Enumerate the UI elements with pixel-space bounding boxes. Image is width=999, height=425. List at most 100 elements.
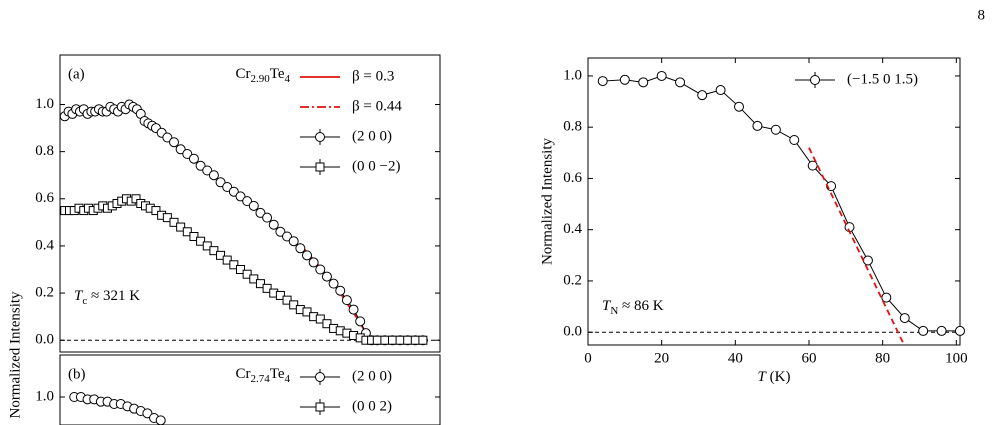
marker bbox=[807, 160, 818, 171]
marker bbox=[862, 255, 873, 266]
marker bbox=[262, 283, 272, 293]
marker bbox=[162, 213, 172, 223]
legend-label: β = 0.44 bbox=[352, 98, 402, 114]
text-part: Cr bbox=[235, 366, 250, 382]
marker bbox=[182, 149, 193, 159]
x-tick-label: 100 bbox=[945, 350, 968, 366]
marker bbox=[196, 236, 206, 246]
marker bbox=[289, 300, 299, 310]
y-axis-label: Normalized Intensity bbox=[7, 291, 23, 419]
marker bbox=[355, 316, 366, 327]
marker bbox=[209, 246, 219, 256]
marker bbox=[315, 132, 325, 142]
marker bbox=[321, 271, 332, 282]
chart-title: Cr2.74Te4 bbox=[235, 366, 290, 384]
y-tick-label: 0.8 bbox=[35, 143, 54, 159]
y-tick-label: 0.0 bbox=[563, 324, 582, 340]
marker bbox=[162, 132, 173, 143]
plot-frame bbox=[587, 57, 961, 346]
marker bbox=[335, 285, 346, 296]
rich-text: Tc ≈ 321 K bbox=[74, 288, 140, 306]
y-tick-label: 0.4 bbox=[563, 221, 582, 237]
marker bbox=[176, 222, 186, 232]
text-part: ≈ 86 K bbox=[618, 298, 663, 314]
marker bbox=[734, 101, 745, 112]
text-part: Te bbox=[270, 366, 285, 382]
marker bbox=[322, 319, 332, 329]
marker bbox=[315, 402, 325, 412]
marker bbox=[881, 292, 892, 303]
marker bbox=[715, 85, 726, 96]
x-tick-label: 80 bbox=[875, 350, 890, 366]
marker bbox=[242, 269, 252, 279]
marker bbox=[295, 243, 306, 254]
marker bbox=[202, 165, 213, 176]
y-tick-label: 0.8 bbox=[563, 119, 582, 135]
marker bbox=[131, 194, 141, 204]
marker bbox=[222, 255, 232, 265]
x-tick-label: 40 bbox=[728, 350, 743, 366]
marker bbox=[341, 295, 352, 306]
marker bbox=[216, 250, 226, 260]
marker bbox=[410, 335, 420, 345]
marker bbox=[242, 196, 253, 207]
marker bbox=[328, 278, 339, 289]
marker bbox=[255, 279, 265, 289]
text-part: Cr bbox=[235, 66, 250, 82]
marker bbox=[142, 408, 153, 419]
text-part: c bbox=[82, 295, 87, 307]
marker bbox=[597, 76, 608, 87]
marker bbox=[169, 217, 179, 227]
text-part: 2.90 bbox=[250, 73, 270, 85]
text-part: N bbox=[610, 305, 618, 317]
marker bbox=[675, 77, 686, 88]
text-part: T bbox=[602, 298, 612, 314]
marker bbox=[288, 236, 299, 247]
marker bbox=[195, 160, 206, 171]
marker bbox=[215, 177, 226, 188]
marker bbox=[236, 265, 245, 274]
y-tick-label: 0.0 bbox=[35, 332, 54, 348]
marker bbox=[235, 191, 246, 202]
marker bbox=[151, 206, 161, 216]
marker bbox=[282, 295, 292, 305]
x-tick-label: 0 bbox=[584, 350, 592, 366]
marker bbox=[936, 325, 947, 336]
marker bbox=[249, 274, 259, 284]
marker bbox=[619, 74, 630, 85]
marker bbox=[248, 200, 259, 211]
marker bbox=[262, 212, 273, 223]
y-tick-label: 0.4 bbox=[35, 237, 54, 253]
legend-label: (0 0 −2) bbox=[352, 158, 400, 174]
marker bbox=[810, 75, 820, 85]
y-tick-label: 0.6 bbox=[35, 190, 54, 206]
text-part: (K) bbox=[766, 369, 791, 385]
marker bbox=[222, 182, 233, 192]
marker bbox=[315, 314, 325, 324]
legend-label: (−1.5 0 1.5) bbox=[847, 71, 918, 87]
panel-label: (b) bbox=[68, 366, 86, 382]
marker bbox=[229, 260, 239, 270]
marker bbox=[395, 335, 405, 345]
marker bbox=[188, 153, 199, 164]
marker bbox=[282, 231, 293, 242]
marker bbox=[268, 219, 279, 230]
marker bbox=[208, 170, 219, 181]
marker bbox=[955, 325, 965, 336]
plot-frame bbox=[59, 354, 441, 425]
legend-label: (2 0 0) bbox=[352, 128, 392, 144]
y-tick-label: 0.6 bbox=[563, 170, 582, 186]
marker bbox=[918, 325, 929, 336]
marker bbox=[228, 186, 239, 197]
marker bbox=[656, 70, 667, 81]
marker bbox=[169, 137, 179, 148]
y-axis-label: Normalized Intensity bbox=[539, 137, 555, 265]
text-part: 2.74 bbox=[250, 373, 270, 385]
marker bbox=[175, 144, 186, 155]
marker bbox=[388, 335, 397, 345]
y-tick-label: 1.0 bbox=[35, 388, 54, 404]
marker bbox=[155, 415, 166, 425]
x-tick-label: 60 bbox=[801, 350, 816, 366]
chart-title: Cr2.90Te4 bbox=[235, 66, 290, 84]
